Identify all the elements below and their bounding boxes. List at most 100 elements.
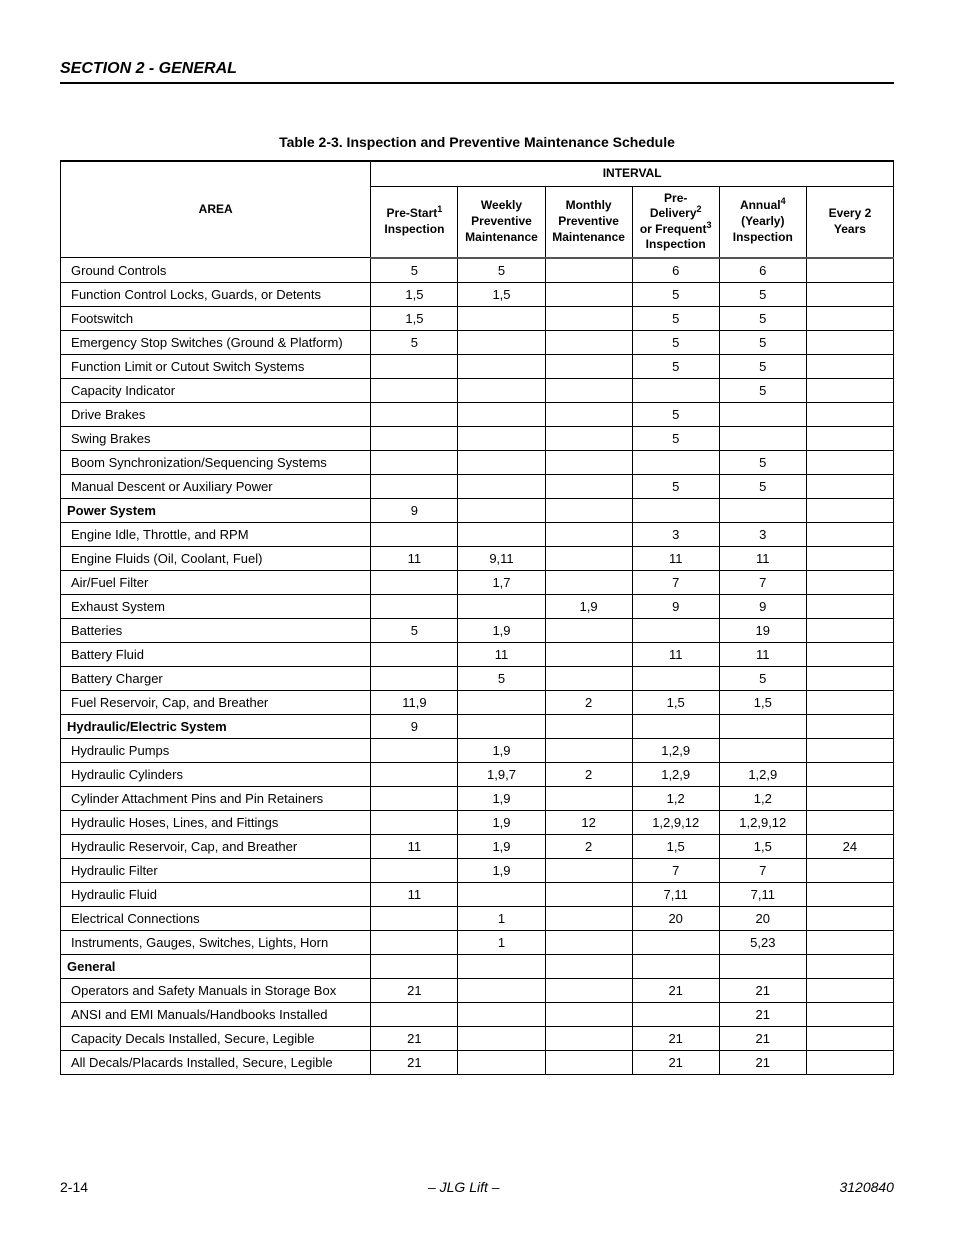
value-cell (458, 306, 545, 330)
value-cell: 1,9 (458, 786, 545, 810)
value-cell (806, 954, 893, 978)
value-cell (371, 522, 458, 546)
value-cell (371, 762, 458, 786)
value-cell (806, 546, 893, 570)
value-cell (632, 498, 719, 522)
value-cell: 7 (632, 858, 719, 882)
value-cell (806, 762, 893, 786)
value-cell: 1,2 (719, 786, 806, 810)
table-row: Hydraulic Reservoir, Cap, and Breather11… (61, 834, 894, 858)
table-row: Instruments, Gauges, Switches, Lights, H… (61, 930, 894, 954)
area-cell: Hydraulic Filter (61, 858, 371, 882)
value-cell: 5,23 (719, 930, 806, 954)
value-cell (458, 474, 545, 498)
table-row: Battery Fluid111111 (61, 642, 894, 666)
value-cell (719, 498, 806, 522)
value-cell (371, 354, 458, 378)
value-cell: 1 (458, 930, 545, 954)
value-cell (806, 858, 893, 882)
value-cell (632, 714, 719, 738)
col3-l3: Maintenance (552, 230, 625, 244)
area-cell: ANSI and EMI Manuals/Handbooks Installed (61, 1002, 371, 1026)
value-cell: 7 (632, 570, 719, 594)
value-cell (458, 1002, 545, 1026)
value-cell (545, 786, 632, 810)
value-cell (545, 1002, 632, 1026)
value-cell (632, 450, 719, 474)
value-cell: 11 (458, 642, 545, 666)
value-cell (371, 402, 458, 426)
value-cell (719, 426, 806, 450)
value-cell: 21 (719, 1050, 806, 1074)
value-cell (545, 258, 632, 283)
value-cell (371, 378, 458, 402)
table-row: Function Limit or Cutout Switch Systems5… (61, 354, 894, 378)
col2-l3: Maintenance (465, 230, 538, 244)
page: SECTION 2 - GENERAL Table 2-3. Inspectio… (0, 0, 954, 1235)
value-cell (371, 930, 458, 954)
col-header-every2: Every 2 Years (806, 186, 893, 258)
value-cell (806, 282, 893, 306)
area-cell: Capacity Indicator (61, 378, 371, 402)
value-cell (632, 930, 719, 954)
value-cell: 21 (371, 1050, 458, 1074)
value-cell (806, 882, 893, 906)
col4-sup1: 2 (697, 204, 702, 214)
area-cell: Drive Brakes (61, 402, 371, 426)
area-cell: Hydraulic/Electric System (61, 714, 371, 738)
value-cell (806, 978, 893, 1002)
value-cell: 5 (719, 666, 806, 690)
value-cell: 5 (632, 426, 719, 450)
area-cell: Air/Fuel Filter (61, 570, 371, 594)
value-cell: 9 (371, 714, 458, 738)
value-cell: 1,2 (632, 786, 719, 810)
value-cell (371, 738, 458, 762)
table-row: Hydraulic Pumps1,91,2,9 (61, 738, 894, 762)
value-cell (806, 1002, 893, 1026)
value-cell: 2 (545, 762, 632, 786)
interval-header: INTERVAL (371, 161, 894, 186)
value-cell (806, 378, 893, 402)
area-cell: Hydraulic Pumps (61, 738, 371, 762)
value-cell: 1,2,9 (632, 762, 719, 786)
value-cell: 5 (632, 306, 719, 330)
value-cell: 5 (632, 330, 719, 354)
value-cell: 1,7 (458, 570, 545, 594)
value-cell: 5 (719, 306, 806, 330)
value-cell: 1,5 (632, 834, 719, 858)
col2-l1: Weekly (481, 198, 522, 212)
value-cell: 5 (632, 402, 719, 426)
value-cell (545, 474, 632, 498)
value-cell (545, 978, 632, 1002)
table-row: Hydraulic Filter1,977 (61, 858, 894, 882)
value-cell: 7,11 (632, 882, 719, 906)
value-cell (719, 954, 806, 978)
table-row: Air/Fuel Filter1,777 (61, 570, 894, 594)
value-cell (545, 330, 632, 354)
value-cell (371, 666, 458, 690)
value-cell (806, 642, 893, 666)
value-cell (545, 738, 632, 762)
page-footer: 2-14 – JLG Lift – 3120840 (60, 1179, 894, 1195)
value-cell (545, 858, 632, 882)
value-cell (806, 594, 893, 618)
value-cell (371, 426, 458, 450)
value-cell (371, 954, 458, 978)
value-cell: 9 (371, 498, 458, 522)
value-cell: 5 (719, 474, 806, 498)
maintenance-table: AREA INTERVAL Pre-Start1 Inspection Week… (60, 160, 894, 1075)
value-cell (545, 618, 632, 642)
area-cell: Function Limit or Cutout Switch Systems (61, 354, 371, 378)
value-cell (545, 498, 632, 522)
value-cell: 1,9 (458, 618, 545, 642)
area-cell: Electrical Connections (61, 906, 371, 930)
area-cell: Function Control Locks, Guards, or Deten… (61, 282, 371, 306)
value-cell: 9,11 (458, 546, 545, 570)
value-cell: 1,5 (371, 306, 458, 330)
col-header-prestart: Pre-Start1 Inspection (371, 186, 458, 258)
value-cell (806, 810, 893, 834)
value-cell (545, 882, 632, 906)
value-cell (371, 474, 458, 498)
col6-l1: Every 2 (829, 206, 872, 220)
value-cell (806, 426, 893, 450)
